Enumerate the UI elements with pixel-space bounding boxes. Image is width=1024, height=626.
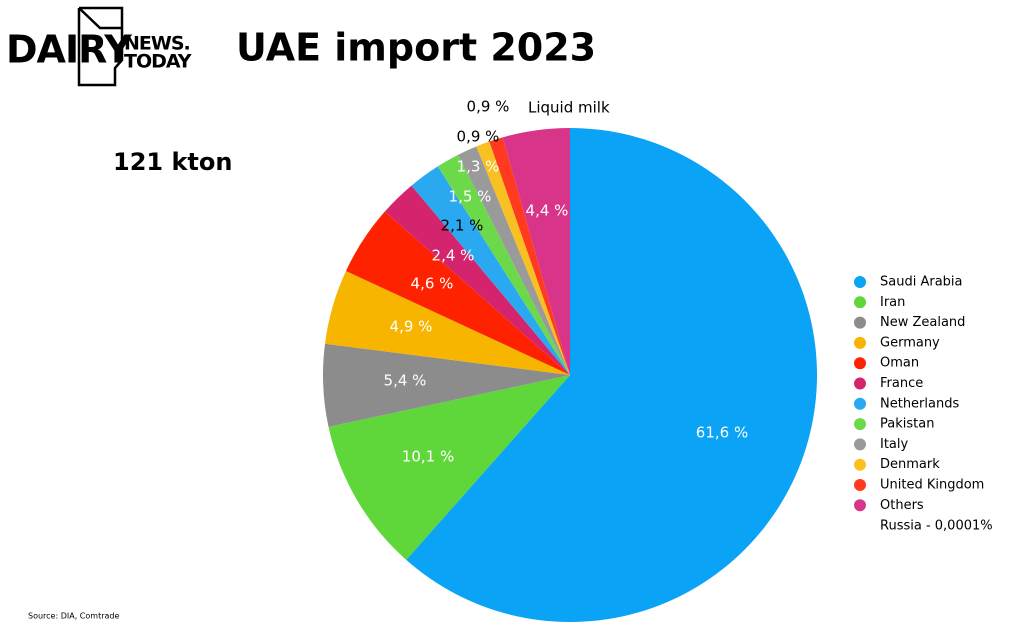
logo-frame xyxy=(77,6,124,87)
legend-marker xyxy=(854,397,866,410)
legend-label: France xyxy=(880,376,923,391)
legend-marker xyxy=(854,418,866,431)
legend-marker xyxy=(854,336,866,349)
annotation: Liquid milk xyxy=(528,99,610,117)
data-label: 1,5 % xyxy=(449,188,492,206)
legend-marker xyxy=(854,316,866,329)
pie-slice xyxy=(476,141,570,375)
chart-title: UAE import 2023 xyxy=(236,26,596,70)
data-label: 61,6 % xyxy=(696,424,748,442)
legend-marker xyxy=(854,377,866,390)
legend-marker xyxy=(854,276,866,288)
subtitle: 121 kton xyxy=(113,148,232,176)
legend-label: New Zealand xyxy=(880,315,965,330)
logo-bottom: TODAY xyxy=(124,51,192,73)
data-label: 5,4 % xyxy=(384,372,427,390)
data-label: 4,9 % xyxy=(390,318,433,336)
legend-marker xyxy=(854,296,866,309)
pie-slice xyxy=(345,211,570,375)
legend-label: Germany xyxy=(880,335,940,350)
legend-label: Iran xyxy=(880,295,905,310)
pie-slice xyxy=(411,166,570,375)
pie-slice xyxy=(324,270,570,375)
pie-slice xyxy=(437,154,570,375)
pie-slice xyxy=(323,343,570,427)
data-label: 4,4 % xyxy=(526,202,569,220)
annotation: Russia - 0,0001% xyxy=(880,519,993,534)
data-label: 0,9 % xyxy=(467,98,510,116)
legend-label: United Kingdom xyxy=(880,478,984,493)
legend-label: Italy xyxy=(880,437,909,452)
legend-label: Oman xyxy=(880,356,919,371)
data-label: 2,1 % xyxy=(441,217,484,235)
legend-label: Denmark xyxy=(880,457,940,472)
logo-fold xyxy=(78,7,122,30)
legend-label: Pakistan xyxy=(880,417,934,432)
legend-marker xyxy=(854,499,866,512)
pie-slice xyxy=(328,375,570,560)
source: Source: DIA, Comtrade xyxy=(28,612,119,621)
logo-main: DAIRY xyxy=(6,28,132,72)
data-label: 1,3 % xyxy=(457,158,500,176)
logo-top: NEWS. xyxy=(124,33,190,55)
data-label: 2,4 % xyxy=(432,247,475,265)
legend-marker xyxy=(854,479,866,491)
pie-slice xyxy=(489,137,570,375)
pie-slice xyxy=(502,128,570,375)
legend-marker xyxy=(854,357,866,370)
data-label: 0,9 % xyxy=(457,128,500,146)
legend-label: Saudi Arabia xyxy=(880,275,963,290)
legend-label: Netherlands xyxy=(880,396,959,411)
pie-slice xyxy=(457,146,570,375)
legend-marker xyxy=(854,458,866,471)
legend-label: Others xyxy=(880,498,924,513)
pie-slice xyxy=(406,128,817,622)
pie-slice xyxy=(384,185,570,375)
data-label: 4,6 % xyxy=(411,275,454,293)
data-label: 10,1 % xyxy=(402,448,454,466)
legend-marker xyxy=(854,438,866,451)
